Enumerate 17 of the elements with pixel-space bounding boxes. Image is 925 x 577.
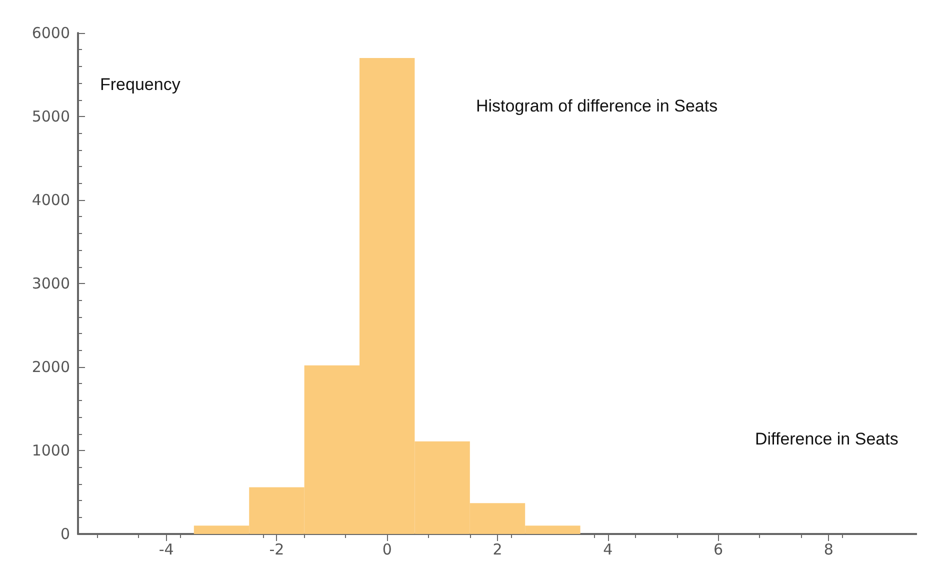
y-tick-label: 2000 <box>32 358 70 376</box>
x-tick-label: 0 <box>382 540 392 558</box>
text: Histogram of difference in Seats <box>476 96 718 116</box>
x-tick-label: 6 <box>714 540 724 558</box>
y-tick-label: 4000 <box>32 191 70 209</box>
y-tick-label: 0 <box>60 525 70 543</box>
x-tick-label: -2 <box>269 540 284 558</box>
x-tick-label: 2 <box>492 540 502 558</box>
y-tick-label: 6000 <box>32 24 70 42</box>
x-tick-label: -4 <box>158 540 174 558</box>
x-tick-label: 8 <box>824 540 834 558</box>
x-axis-title: Difference in Seats <box>755 430 898 448</box>
y-tick-label: 5000 <box>32 108 70 126</box>
y-tick-label: 1000 <box>32 442 70 460</box>
y-tick-label: 3000 <box>32 274 70 292</box>
x-tick-label: 4 <box>603 540 613 558</box>
y-axis-title: Frequency <box>100 75 181 94</box>
